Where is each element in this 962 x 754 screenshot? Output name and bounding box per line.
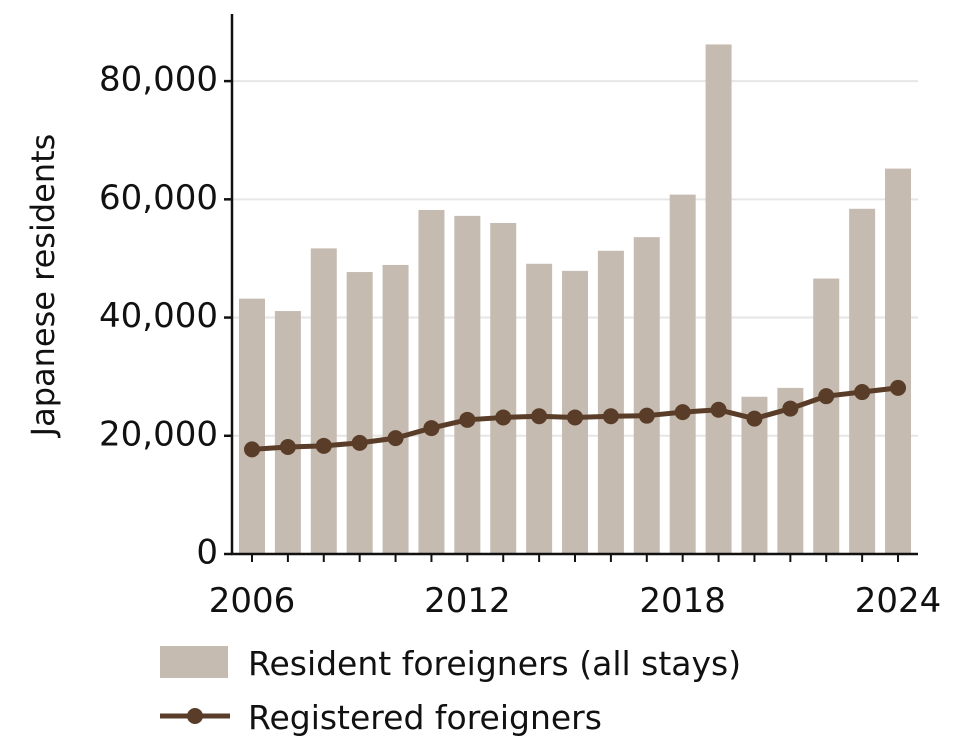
bar: [310, 248, 337, 554]
bar: [490, 222, 517, 554]
bar: [885, 168, 912, 554]
bar: [346, 272, 373, 554]
y-tick-label: 60,000: [99, 178, 218, 218]
bar: [633, 237, 660, 555]
line-point: [638, 407, 655, 424]
line-series: [244, 379, 907, 458]
bar: [454, 215, 481, 554]
legend-label-bar: Resident foreigners (all stays): [248, 644, 741, 683]
y-tick-label: 20,000: [99, 414, 218, 454]
bar: [418, 209, 445, 554]
line-point: [782, 400, 799, 417]
legend-swatch-marker: [187, 708, 203, 724]
y-ticks: 0 20,000 40,000 60,000 80,000: [99, 60, 232, 573]
line-point: [602, 408, 619, 425]
legend: Resident foreigners (all stays) Register…: [160, 644, 741, 737]
y-axis-label: Japanese residents: [24, 134, 62, 439]
x-tick-label: 2024: [855, 581, 942, 621]
bar: [813, 278, 840, 554]
bar: [597, 250, 624, 554]
bar: [849, 208, 876, 554]
x-tick-label: 2012: [424, 581, 511, 621]
bar-series: [239, 44, 912, 555]
bar: [274, 311, 301, 554]
y-tick-label: 40,000: [99, 296, 218, 336]
line-point: [674, 404, 691, 421]
bar: [382, 264, 409, 554]
line-point: [746, 410, 763, 427]
line-point: [423, 420, 440, 437]
line-point: [315, 437, 332, 454]
line-point: [710, 401, 727, 418]
y-tick-label: 0: [196, 533, 218, 573]
x-tick-label: 2018: [639, 581, 726, 621]
bar: [669, 194, 696, 555]
line-point: [854, 384, 871, 401]
x-ticks: 2006 2012 2018 2024: [209, 554, 942, 621]
bar: [705, 44, 732, 555]
x-tick-label: 2006: [209, 581, 296, 621]
line-point: [567, 409, 584, 426]
line-point: [351, 434, 368, 451]
line-point: [818, 388, 835, 405]
line-point: [244, 441, 260, 458]
y-tick-label: 80,000: [99, 60, 218, 100]
line-point: [459, 411, 476, 428]
bar: [239, 298, 265, 554]
legend-label-line: Registered foreigners: [248, 698, 602, 737]
line-point: [279, 439, 296, 456]
line-point: [531, 408, 548, 425]
line-point: [387, 430, 404, 447]
line-point: [890, 379, 907, 396]
line-point: [495, 409, 512, 426]
legend-swatch-bar: [160, 646, 228, 678]
